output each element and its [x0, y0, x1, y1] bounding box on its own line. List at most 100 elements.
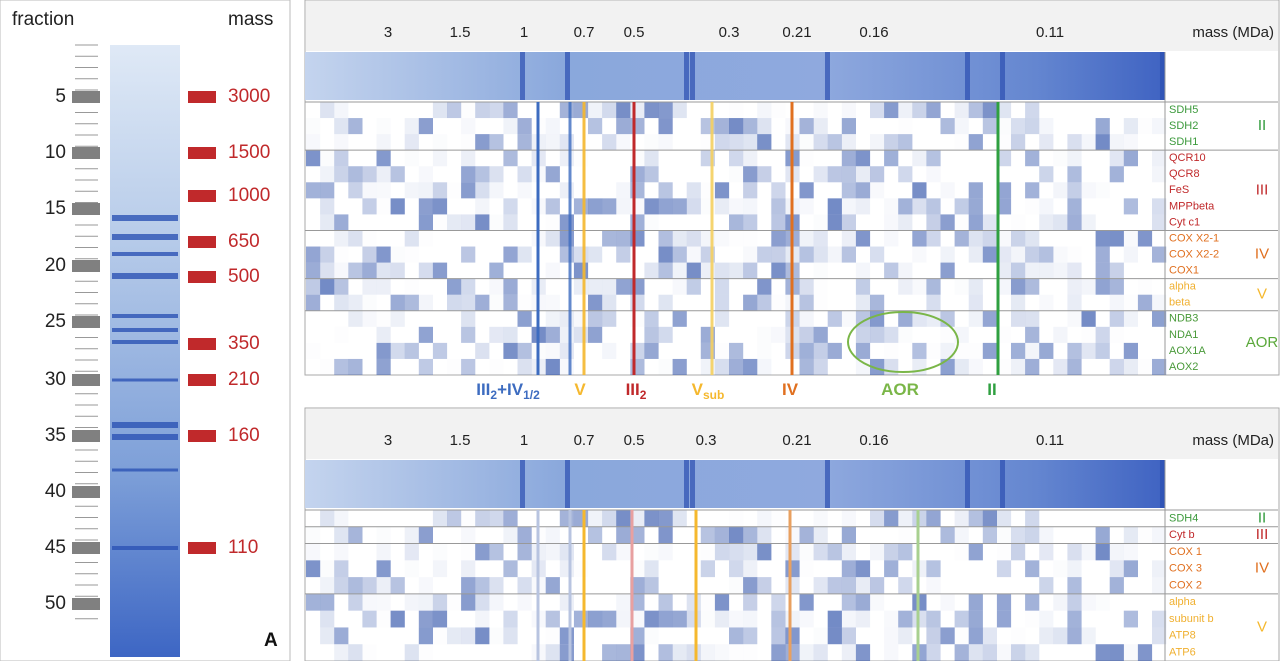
- header: mass: [228, 9, 273, 30]
- axis-label: mass (MDa): [1192, 24, 1274, 41]
- heat-cell: [1039, 247, 1053, 263]
- heat-cell: [983, 198, 997, 214]
- heat-cell: [941, 594, 955, 611]
- heat-cell: [1011, 214, 1025, 230]
- heat-cell: [687, 611, 701, 628]
- heat-cell: [320, 182, 334, 198]
- fraction-marker: [72, 374, 100, 386]
- heat-cell: [644, 311, 658, 327]
- heat-cell: [1053, 311, 1067, 327]
- heat-cell: [503, 247, 517, 263]
- heat-cell: [644, 263, 658, 279]
- heat-cell: [1067, 214, 1081, 230]
- heat-cell: [743, 198, 757, 214]
- heat-cell: [560, 627, 574, 644]
- heat-cell: [729, 134, 743, 150]
- heat-cell: [320, 577, 334, 594]
- heat-cell: [362, 263, 376, 279]
- heat-cell: [941, 102, 955, 118]
- heat-cell: [644, 510, 658, 527]
- heat-cell: [729, 230, 743, 246]
- heat-cell: [1124, 230, 1138, 246]
- heat-cell: [1025, 611, 1039, 628]
- heat-cell: [659, 118, 673, 134]
- complex-label: II: [987, 380, 996, 399]
- heat-cell: [503, 343, 517, 359]
- heat-cell: [546, 311, 560, 327]
- protein-label: QCR10: [1169, 152, 1206, 164]
- heat-cell: [447, 577, 461, 594]
- heat-cell: [630, 182, 644, 198]
- heat-cell: [1152, 150, 1166, 166]
- heat-cell: [673, 627, 687, 644]
- heat-cell: [546, 359, 560, 375]
- heat-cell: [433, 594, 447, 611]
- heat-cell: [1039, 295, 1053, 311]
- heat-cell: [419, 230, 433, 246]
- mass-marker: [188, 430, 216, 442]
- heat-cell: [461, 544, 475, 561]
- fraction-label: 50: [45, 593, 66, 614]
- heat-cell: [701, 560, 715, 577]
- heat-cell: [1067, 150, 1081, 166]
- heat-cell: [926, 150, 940, 166]
- heat-cell: [814, 577, 828, 594]
- heat-cell: [673, 510, 687, 527]
- protein-label: SDH5: [1169, 104, 1198, 116]
- heat-cell: [419, 198, 433, 214]
- heat-cell: [518, 527, 532, 544]
- gel-band: [112, 546, 178, 550]
- heat-cell: [743, 611, 757, 628]
- heat-cell: [391, 247, 405, 263]
- complex-label-part: AOR: [881, 380, 919, 399]
- heat-cell: [743, 295, 757, 311]
- heat-cell: [800, 594, 814, 611]
- heat-cell: [870, 327, 884, 343]
- heat-cell: [771, 644, 785, 661]
- heat-cell: [630, 295, 644, 311]
- heat-cell: [616, 510, 630, 527]
- gel-band: [112, 215, 178, 221]
- heat-cell: [955, 627, 969, 644]
- heat-cell: [489, 182, 503, 198]
- heat-cell: [362, 311, 376, 327]
- heat-cell: [630, 343, 644, 359]
- group-label: IV: [1255, 560, 1269, 577]
- mass-label: 350: [228, 333, 260, 354]
- axis-label: mass (MDa): [1192, 432, 1274, 449]
- gel-band: [112, 379, 178, 382]
- heat-cell: [856, 560, 870, 577]
- figure: fractionmass5101520253035404550300015001…: [0, 0, 1280, 661]
- heat-cell: [1039, 611, 1053, 628]
- heat-cell: [574, 560, 588, 577]
- heat-cell: [630, 311, 644, 327]
- heat-cell: [800, 611, 814, 628]
- heat-cell: [828, 182, 842, 198]
- heat-cell: [729, 544, 743, 561]
- heat-cell: [588, 214, 602, 230]
- heat-cell: [800, 230, 814, 246]
- heat-cell: [419, 166, 433, 182]
- heat-cell: [743, 214, 757, 230]
- complex-label: AOR: [881, 380, 919, 399]
- heat-cell: [1053, 359, 1067, 375]
- heat-cell: [1096, 594, 1110, 611]
- heat-cell: [475, 214, 489, 230]
- heat-cell: [800, 311, 814, 327]
- heat-cell: [884, 150, 898, 166]
- mass-tick: 0.5: [624, 432, 645, 449]
- heat-cell: [926, 594, 940, 611]
- heat-cell: [898, 279, 912, 295]
- heat-cell: [771, 510, 785, 527]
- heat-cell: [1124, 118, 1138, 134]
- heat-cell: [602, 295, 616, 311]
- heat-cell: [1067, 627, 1081, 644]
- heat-cell: [503, 198, 517, 214]
- heat-cell: [1011, 263, 1025, 279]
- heat-cell: [1039, 134, 1053, 150]
- heat-cell: [1110, 594, 1124, 611]
- heat-cell: [433, 214, 447, 230]
- heat-cell: [701, 544, 715, 561]
- heat-cell: [306, 343, 320, 359]
- heat-cell: [743, 560, 757, 577]
